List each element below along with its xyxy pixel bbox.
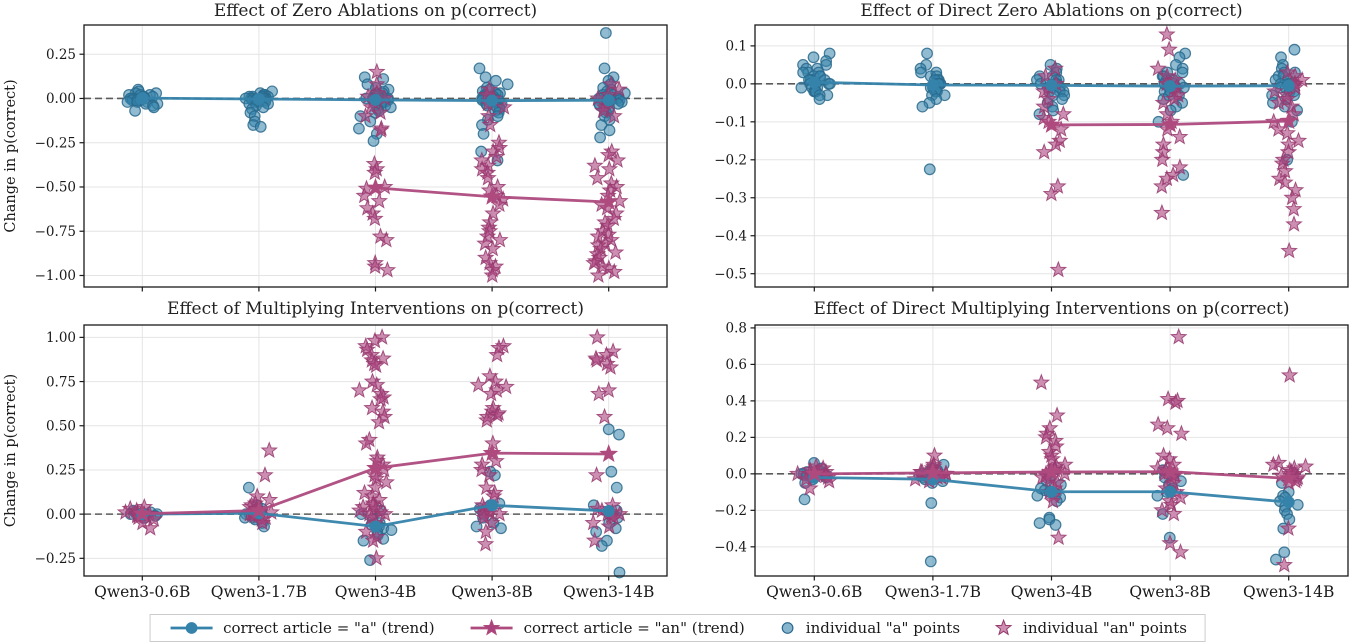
panel-multiplying-interventions: 1.00 0.75 0.50 0.25 0.00 −0.25 Qwen3-0.6B Qwen3… (0, 296, 678, 610)
y-tick-label: −0.4 (714, 540, 747, 556)
trend-an (132, 443, 619, 522)
x-tick-label: Qwen3-0.6B (94, 583, 190, 601)
a-point-circle-icon (781, 622, 794, 634)
x-tick-label: Qwen3-1.7B (211, 583, 307, 601)
x-tick-label: Qwen3-1.7B (885, 583, 981, 601)
panel-title: Effect of Direct Zero Ablations on p(cor… (860, 1, 1242, 21)
y-tick-label: 0.4 (726, 394, 747, 410)
y-tick-label: 0.50 (46, 418, 76, 434)
legend-label-a-points: individual "a" points (805, 619, 961, 637)
x-tick-label: Qwen3-14B (1243, 583, 1334, 601)
legend-item-a-trend: correct article = "a" (trend) (168, 619, 435, 637)
x-tick-label: Qwen3-8B (451, 583, 532, 601)
legend-label-an-trend: correct article = "an" (trend) (523, 619, 745, 637)
y-tick-label: −0.2 (714, 503, 747, 519)
x-axis: Qwen3-0.6B Qwen3-1.7B Qwen3-4B Qwen3-8B Qwen… (766, 576, 1334, 601)
panel-zero-ablations: 0.25 0.00 −0.25 −0.50 −0.75 −1.00 Effect of Ze… (0, 0, 678, 300)
y-tick-label: 0.75 (46, 374, 76, 390)
an-point-star-icon (995, 619, 1013, 636)
legend-label-a-trend: correct article = "a" (trend) (223, 619, 435, 637)
x-tick-label: Qwen3-8B (1129, 583, 1210, 601)
gridlines (84, 25, 667, 287)
y-tick-label: −0.2 (714, 153, 747, 169)
y-tick-label: −0.25 (35, 551, 76, 567)
x-tick-label: Qwen3-4B (335, 583, 416, 601)
y-axis-label: Change in p(correct) (3, 374, 19, 527)
panel-direct-multiplying-interventions: 0.8 0.6 0.4 0.2 0.0 −0.2 −0.4 Qwen3-0.6B Qwen3-1… (678, 296, 1355, 610)
panel-title: Effect of Direct Multiplying Interventio… (814, 299, 1290, 319)
x-tick-label: Qwen3-0.6B (766, 583, 862, 601)
y-tick-label: −0.5 (714, 266, 747, 282)
y-tick-label: 0.25 (46, 463, 76, 479)
y-tick-label: 0.0 (726, 77, 747, 93)
y-tick-label: −0.1 (714, 115, 747, 131)
x-axis (141, 287, 610, 292)
legend-item-an-trend: correct article = "an" (trend) (469, 619, 745, 637)
points-an (355, 62, 629, 283)
y-tick-label: −0.50 (35, 180, 76, 196)
y-tick-label: 1.00 (46, 330, 76, 346)
trend-a (808, 76, 1295, 93)
y-tick-label: 0.25 (46, 47, 76, 63)
y-axis: 1.00 0.75 0.50 0.25 0.00 −0.25 (35, 330, 84, 567)
y-axis: 0.1 0.0 −0.1 −0.2 −0.3 −0.4 −0.5 (714, 39, 755, 282)
chart-svg-direct-zero-ablations: 0.1 0.0 −0.1 −0.2 −0.3 −0.4 −0.5 Effect of Dire… (714, 1, 1349, 292)
panel-title: Effect of Multiplying Interventions on p… (167, 299, 584, 319)
y-tick-label: −0.3 (714, 190, 747, 206)
x-tick-label: Qwen3-4B (1011, 583, 1092, 601)
y-tick-label: 0.2 (726, 430, 747, 446)
y-axis-label: Change in p(correct) (3, 79, 19, 232)
y-tick-label: −0.75 (35, 224, 76, 240)
trend-an (1042, 111, 1299, 133)
x-axis: Qwen3-0.6B Qwen3-1.7B Qwen3-4B Qwen3-8B Qwen… (94, 576, 654, 601)
y-tick-label: 0.00 (46, 91, 76, 107)
y-axis: 0.8 0.6 0.4 0.2 0.0 −0.2 −0.4 (714, 321, 755, 556)
x-axis (813, 287, 1290, 292)
y-tick-label: −0.25 (35, 135, 76, 151)
chart-svg-direct-multiplying-interventions: 0.8 0.6 0.4 0.2 0.0 −0.2 −0.4 Qwen3-0.6B Qwen3-1… (714, 299, 1349, 601)
y-tick-label: 0.00 (46, 507, 76, 523)
x-tick-label: Qwen3-14B (563, 583, 654, 601)
y-axis: 0.25 0.00 −0.25 −0.50 −0.75 −1.00 (35, 47, 84, 284)
legend-item-a-points: individual "a" points (779, 619, 960, 637)
trend-an (804, 461, 1299, 487)
panel-direct-zero-ablations: 0.1 0.0 −0.1 −0.2 −0.3 −0.4 −0.5 Effect of Dire… (678, 0, 1355, 300)
trend-an (366, 177, 619, 211)
a-trend-line-circle-icon (170, 622, 213, 634)
trend-a (136, 92, 615, 107)
chart-svg-zero-ablations: 0.25 0.00 −0.25 −0.50 −0.75 −1.00 Effect of Ze… (3, 1, 668, 292)
y-tick-label: 0.0 (726, 467, 747, 483)
legend-label-an-points: individual "an" points (1023, 619, 1187, 637)
panel-title: Effect of Zero Ablations on p(correct) (214, 1, 537, 21)
y-tick-label: −1.00 (35, 268, 76, 284)
trend-a (808, 471, 1295, 509)
legend-item-an-points: individual "an" points (994, 619, 1187, 637)
y-tick-label: 0.6 (726, 357, 747, 373)
y-tick-label: 0.1 (726, 39, 747, 55)
an-trend-line-star-icon (470, 619, 513, 636)
legend: correct article = "a" (trend) correct ar… (149, 614, 1206, 642)
y-tick-label: 0.8 (726, 321, 747, 337)
y-tick-label: −0.4 (714, 228, 747, 244)
